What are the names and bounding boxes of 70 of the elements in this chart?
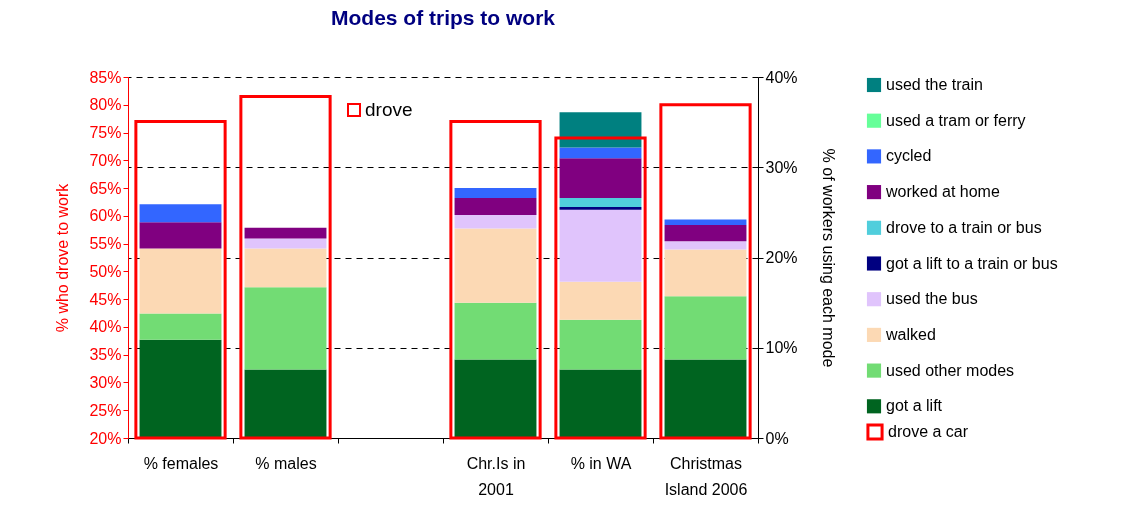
bar [559, 209, 642, 282]
y-tick-label: 45% [89, 290, 122, 308]
x-tick-label: % males [255, 454, 317, 472]
legend-label: cycled [886, 147, 932, 165]
bar [244, 369, 327, 438]
bar [559, 197, 642, 207]
legend-label: used other modes [886, 361, 1015, 379]
bar [559, 281, 642, 320]
legend-label: drove to a train or bus [886, 218, 1042, 236]
y-tick-label: 70% [89, 151, 122, 169]
bar [664, 359, 747, 438]
bar [139, 204, 222, 223]
y-tick-label: 35% [89, 346, 122, 364]
bar [454, 188, 537, 198]
y2-tick-label: 20% [765, 249, 798, 266]
x-tick-label: % in WA [570, 454, 632, 472]
x-tick-label: Christmas Island 2006 [664, 454, 748, 498]
legend-label: used a tram or ferry [886, 111, 1026, 129]
x-tick-label: % females [143, 454, 219, 472]
legend-label: walked [885, 325, 936, 343]
bar [559, 158, 642, 198]
y-tick-label: 60% [89, 207, 122, 225]
bar [664, 241, 747, 250]
y2-tick-label: 30% [765, 158, 798, 176]
bar [454, 302, 537, 360]
bar [559, 112, 642, 148]
y-tick-label: 75% [89, 124, 122, 142]
bar [664, 219, 747, 226]
legend-label: used the train [886, 76, 983, 93]
bar [559, 319, 642, 370]
bar [559, 206, 642, 210]
legend-label: worked at home [885, 183, 1000, 201]
chart-title: Modes of trips to work [330, 6, 556, 29]
y2-axis-title: % of workers using each mode [819, 148, 837, 368]
bar [664, 296, 747, 360]
legend-label: used the bus [886, 290, 978, 308]
bar [244, 238, 327, 249]
bar [454, 215, 537, 229]
bar [559, 369, 642, 438]
bar [454, 359, 537, 438]
bar [139, 339, 222, 438]
y-tick-label: 50% [89, 262, 122, 280]
bar [454, 197, 537, 216]
bar [559, 147, 642, 159]
annotation: drove [365, 99, 413, 121]
y-tick-label: 40% [89, 318, 122, 336]
bar [664, 225, 747, 242]
bar [244, 248, 327, 288]
y-tick-label: 80% [89, 96, 122, 114]
legend-label: got a lift [886, 397, 943, 415]
bar [454, 228, 537, 303]
legend-label: drove a car [888, 423, 969, 440]
y2-tick-label: 40% [765, 68, 798, 86]
y2-tick-label: 10% [765, 339, 798, 357]
y-tick-label: 20% [89, 429, 122, 447]
legend-label: got a lift to a train or bus [886, 254, 1058, 272]
y-axis-title: % who drove to work [54, 182, 72, 333]
bar [664, 249, 747, 297]
bar [139, 313, 222, 340]
y2-tick-label: 0% [765, 429, 789, 447]
y-tick-label: 30% [89, 373, 122, 391]
y-tick-label: 65% [89, 179, 122, 197]
bar [139, 248, 222, 314]
y-tick-label: 25% [89, 401, 122, 419]
y-tick-label: 55% [89, 235, 122, 253]
bar [244, 287, 327, 370]
x-tick-label: Chr.Is in 2001 [466, 454, 526, 498]
y-tick-label: 85% [89, 68, 122, 86]
bar [139, 222, 222, 249]
bar [244, 227, 327, 239]
